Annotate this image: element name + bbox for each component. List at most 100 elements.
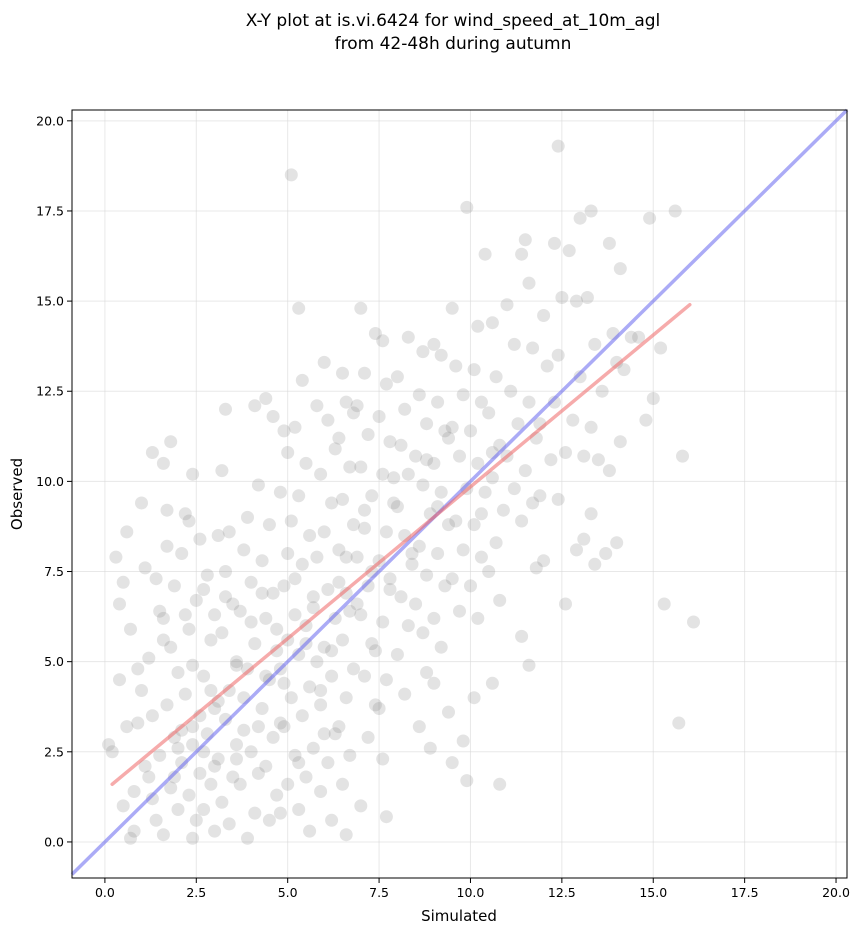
data-point xyxy=(288,608,302,622)
data-point xyxy=(310,655,324,669)
data-point xyxy=(303,529,317,542)
data-point xyxy=(292,301,306,315)
data-point xyxy=(544,453,558,467)
data-point xyxy=(387,496,401,510)
data-point xyxy=(230,752,243,766)
data-point xyxy=(537,309,551,322)
data-point xyxy=(204,633,218,647)
data-point xyxy=(361,579,375,593)
data-point xyxy=(434,485,448,499)
x-tick-label: 17.5 xyxy=(731,885,759,900)
data-point xyxy=(405,557,419,571)
data-point xyxy=(354,460,368,474)
data-point xyxy=(420,453,434,467)
data-point xyxy=(314,684,328,697)
data-point xyxy=(186,720,200,734)
data-point xyxy=(135,684,148,697)
data-point xyxy=(442,518,455,532)
data-point xyxy=(164,640,178,654)
data-point xyxy=(379,525,393,539)
data-point xyxy=(120,720,134,734)
data-point xyxy=(343,748,357,762)
data-point xyxy=(339,586,353,600)
data-point xyxy=(197,803,211,816)
data-point xyxy=(317,525,331,539)
data-point xyxy=(153,748,167,762)
data-point xyxy=(102,738,116,752)
x-tick-label: 5.0 xyxy=(278,885,298,900)
y-tick-label: 10.0 xyxy=(36,474,64,489)
data-point xyxy=(303,680,317,694)
data-point xyxy=(559,446,572,459)
data-point xyxy=(178,687,192,701)
data-point xyxy=(613,262,627,276)
data-point xyxy=(160,539,174,553)
data-point xyxy=(559,597,572,611)
data-point xyxy=(591,453,605,467)
data-point xyxy=(456,388,470,402)
data-point xyxy=(248,806,262,820)
data-point xyxy=(171,666,185,679)
data-point xyxy=(420,417,434,431)
data-point xyxy=(343,460,357,474)
data-point xyxy=(182,622,196,636)
data-point xyxy=(610,536,624,550)
data-point xyxy=(295,373,309,387)
x-tick-label: 15.0 xyxy=(639,885,667,900)
data-point xyxy=(445,301,459,315)
data-point xyxy=(467,363,481,377)
data-point xyxy=(160,698,174,712)
data-point xyxy=(427,676,441,690)
data-point xyxy=(325,669,339,683)
data-point xyxy=(251,766,265,780)
data-point xyxy=(339,550,353,564)
data-point xyxy=(434,348,448,362)
data-point xyxy=(142,770,156,784)
data-point xyxy=(237,543,251,557)
data-point xyxy=(262,518,276,532)
data-point xyxy=(646,392,660,405)
data-point xyxy=(449,514,463,528)
data-point xyxy=(566,413,580,427)
data-point xyxy=(244,615,258,629)
data-point xyxy=(496,503,510,517)
data-point xyxy=(445,756,459,770)
data-point xyxy=(471,456,485,470)
data-point xyxy=(584,204,598,218)
data-point xyxy=(113,597,126,611)
data-point xyxy=(270,788,284,802)
data-point xyxy=(570,294,583,308)
data-point xyxy=(617,363,631,377)
y-axis-label: Observed xyxy=(8,458,26,530)
data-point xyxy=(314,698,328,712)
data-point xyxy=(251,478,265,492)
x-tick-label: 2.5 xyxy=(186,885,206,900)
data-point xyxy=(398,687,412,701)
data-point xyxy=(182,788,196,802)
data-point xyxy=(453,449,466,463)
data-point xyxy=(208,608,222,622)
data-point xyxy=(204,684,218,697)
y-tick-label: 17.5 xyxy=(36,203,64,218)
data-point xyxy=(412,720,426,734)
y-tick-label: 20.0 xyxy=(36,113,64,128)
data-point xyxy=(526,341,540,355)
data-point xyxy=(533,489,547,503)
data-point xyxy=(687,615,700,629)
data-point xyxy=(226,770,240,784)
data-point xyxy=(281,777,295,791)
scatter-points xyxy=(102,139,700,845)
data-point xyxy=(109,550,123,564)
data-point xyxy=(599,547,613,560)
data-point xyxy=(175,756,189,770)
data-point xyxy=(401,619,415,633)
data-point xyxy=(135,496,148,510)
data-point xyxy=(390,648,404,661)
data-point xyxy=(562,244,576,258)
y-tick-label: 15.0 xyxy=(36,294,64,309)
data-point xyxy=(518,233,532,247)
data-point xyxy=(453,604,466,618)
data-point xyxy=(116,799,130,813)
y-tick-label: 7.5 xyxy=(44,564,64,579)
data-point xyxy=(478,485,492,499)
